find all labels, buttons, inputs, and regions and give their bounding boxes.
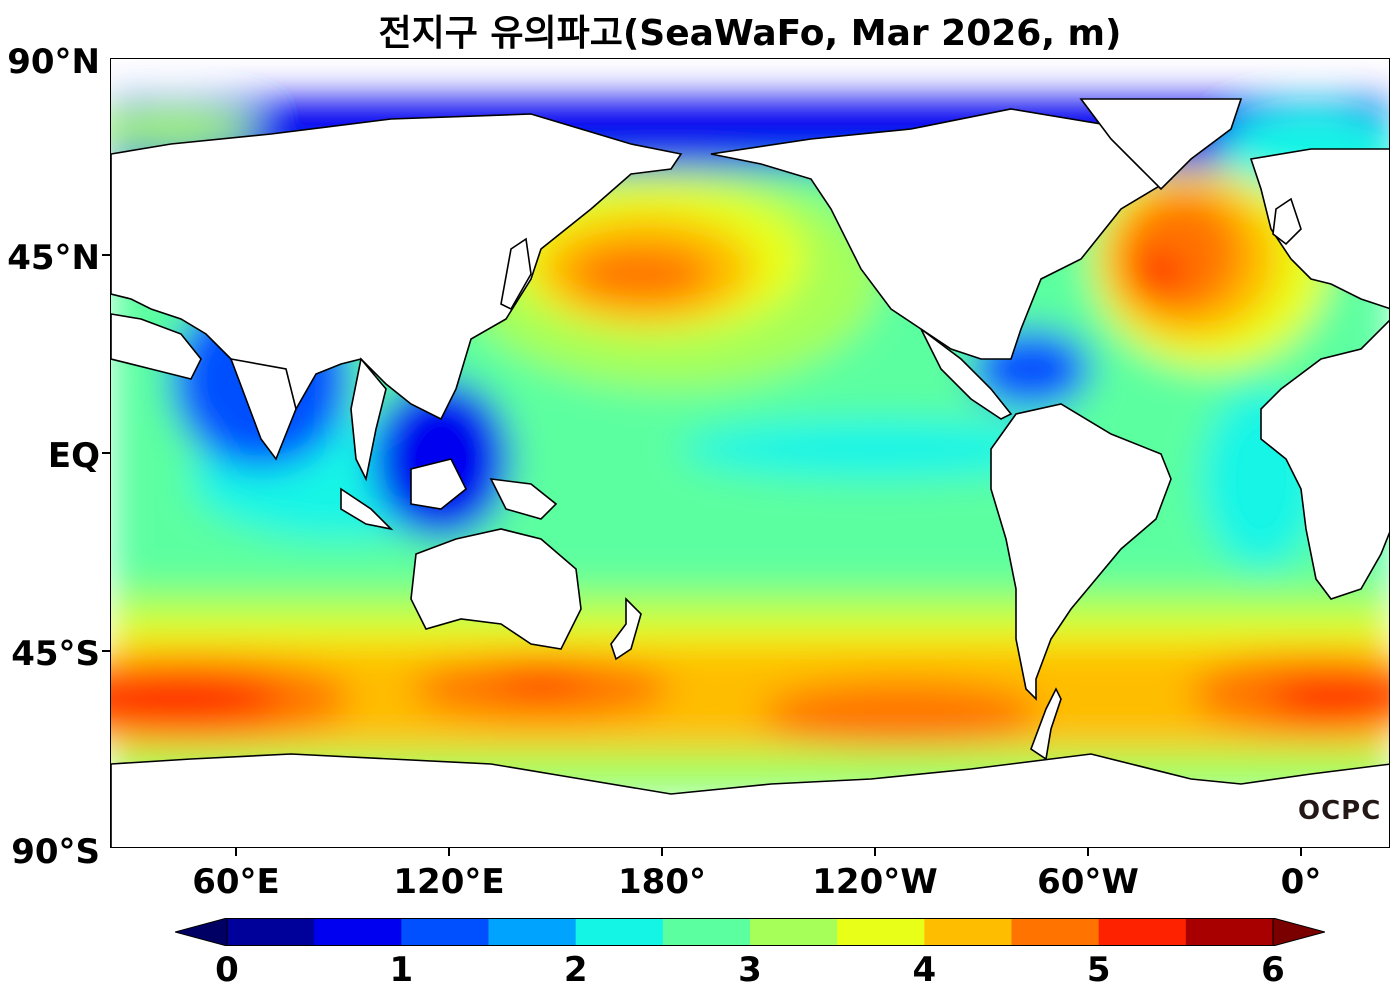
lat-label-45n: 45°N — [7, 238, 100, 278]
colorbar — [175, 918, 1325, 946]
tick-45s — [102, 650, 110, 652]
colorbar-under-arrow — [175, 918, 228, 946]
colorbar-segment — [750, 918, 838, 946]
wave-height-map — [110, 58, 1390, 848]
tick-120w — [874, 848, 876, 856]
colorbar-segment — [1011, 918, 1100, 946]
colorbar-segment — [1098, 918, 1187, 946]
map-title: 전지구 유의파고(SeaWaFo, Mar 2026, m) — [378, 13, 1122, 54]
colorbar-tick-label: 6 — [1261, 950, 1285, 990]
colorbar-segment — [314, 918, 402, 946]
tick-60e — [235, 848, 237, 856]
colorbar-tick-label: 4 — [912, 950, 937, 990]
colorbar-tick-label: 5 — [1086, 950, 1111, 990]
colorbar-tick-label: 3 — [738, 950, 762, 990]
colorbar-segment — [837, 918, 925, 946]
colorbar-segment — [227, 918, 315, 946]
lat-label-90n: 90°N — [7, 42, 100, 82]
colorbar-segment — [1185, 918, 1274, 946]
lon-label-0: 0° — [1280, 862, 1322, 902]
lon-label-60e: 60°E — [192, 862, 280, 902]
lon-label-120e: 120°E — [393, 862, 505, 902]
lat-label-90s: 90°S — [11, 832, 100, 872]
tick-45n — [102, 254, 110, 256]
tick-0 — [1300, 848, 1302, 856]
tick-180 — [661, 848, 663, 856]
colorbar-segment — [924, 918, 1012, 946]
colorbar-segment — [662, 918, 751, 946]
tick-eq — [102, 452, 110, 454]
tick-120e — [448, 848, 450, 856]
colorbar-segment — [575, 918, 664, 946]
land-masses — [111, 98, 1389, 847]
lon-label-120w: 120°W — [812, 862, 938, 902]
colorbar-over-arrow — [1272, 918, 1325, 946]
colorbar-segment — [488, 918, 577, 946]
lon-label-60w: 60°W — [1037, 862, 1139, 902]
colorbar-segment — [401, 918, 489, 946]
colorbar-tick-label: 0 — [215, 950, 239, 990]
ocpc-logo: OCPC — [1298, 796, 1382, 826]
colorbar-tick-label: 2 — [563, 950, 588, 990]
lat-label-eq: EQ — [47, 436, 100, 476]
lat-label-45s: 45°S — [11, 634, 100, 674]
map-canvas — [111, 98, 1389, 847]
colorbar-tick-label: 1 — [389, 950, 414, 990]
lon-label-180: 180° — [618, 862, 706, 902]
tick-60w — [1087, 848, 1089, 856]
